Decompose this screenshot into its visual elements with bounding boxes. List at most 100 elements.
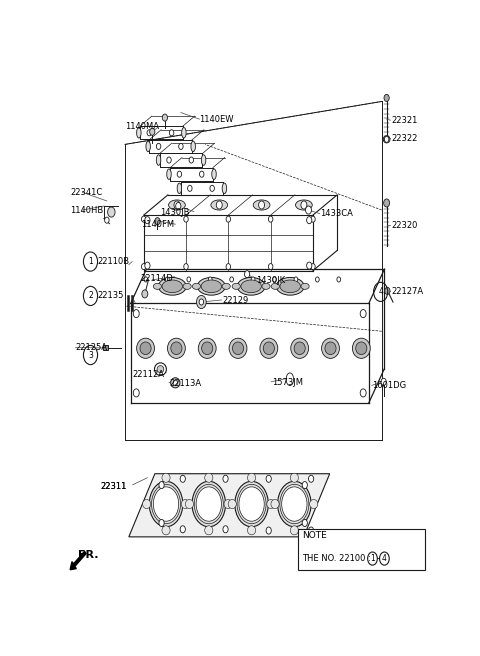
Text: 1140EW: 1140EW <box>200 115 234 123</box>
Circle shape <box>226 216 230 222</box>
Circle shape <box>196 295 206 308</box>
Text: THE NO. 22100 :: THE NO. 22100 : <box>302 554 373 563</box>
Ellipse shape <box>185 499 193 508</box>
Circle shape <box>384 136 389 142</box>
Text: 22311: 22311 <box>100 482 127 491</box>
Circle shape <box>337 277 341 282</box>
Ellipse shape <box>183 283 191 289</box>
Ellipse shape <box>168 338 185 358</box>
Text: 22129: 22129 <box>222 297 249 306</box>
Circle shape <box>259 201 264 209</box>
Ellipse shape <box>271 283 279 289</box>
Ellipse shape <box>248 473 256 482</box>
Circle shape <box>266 475 271 482</box>
Circle shape <box>133 310 139 318</box>
Circle shape <box>105 217 109 223</box>
Text: 1140MA: 1140MA <box>125 122 159 131</box>
Text: -: - <box>377 554 380 563</box>
Ellipse shape <box>239 487 264 522</box>
Ellipse shape <box>267 499 275 508</box>
Text: 22135: 22135 <box>97 291 123 300</box>
Text: 1140FM: 1140FM <box>141 220 174 229</box>
Ellipse shape <box>294 342 305 355</box>
Circle shape <box>381 379 386 385</box>
Ellipse shape <box>352 338 370 358</box>
Circle shape <box>187 277 191 282</box>
Ellipse shape <box>162 525 170 535</box>
Ellipse shape <box>290 525 299 535</box>
Ellipse shape <box>167 169 171 180</box>
Ellipse shape <box>202 342 213 355</box>
Ellipse shape <box>325 342 336 355</box>
Ellipse shape <box>228 499 236 508</box>
Circle shape <box>145 216 150 224</box>
Ellipse shape <box>204 473 213 482</box>
Text: 22125A: 22125A <box>76 343 108 352</box>
Ellipse shape <box>211 200 228 210</box>
Ellipse shape <box>212 169 216 180</box>
Ellipse shape <box>162 473 170 482</box>
Circle shape <box>230 277 233 282</box>
Ellipse shape <box>202 155 206 165</box>
Circle shape <box>184 264 188 270</box>
Ellipse shape <box>237 277 265 295</box>
Text: 22341C: 22341C <box>71 188 103 197</box>
Ellipse shape <box>296 200 312 210</box>
Ellipse shape <box>229 338 247 358</box>
Text: 1433CA: 1433CA <box>321 209 353 218</box>
Ellipse shape <box>162 280 182 293</box>
Ellipse shape <box>204 525 213 535</box>
Text: 1573JM: 1573JM <box>272 379 303 387</box>
Circle shape <box>179 144 183 150</box>
Text: 4: 4 <box>382 554 387 563</box>
Circle shape <box>307 262 312 269</box>
Circle shape <box>108 207 115 217</box>
Text: 22112A: 22112A <box>132 370 165 379</box>
Circle shape <box>176 203 181 209</box>
Circle shape <box>162 114 168 121</box>
Circle shape <box>142 216 146 222</box>
Circle shape <box>142 264 146 270</box>
Circle shape <box>189 157 193 163</box>
Ellipse shape <box>171 378 180 388</box>
Circle shape <box>210 185 215 192</box>
Circle shape <box>311 216 315 222</box>
Ellipse shape <box>181 127 186 138</box>
Ellipse shape <box>197 277 225 295</box>
Circle shape <box>145 262 150 269</box>
Ellipse shape <box>260 338 278 358</box>
Circle shape <box>208 277 212 282</box>
FancyBboxPatch shape <box>103 346 108 350</box>
Ellipse shape <box>286 373 294 386</box>
Circle shape <box>188 185 192 192</box>
Ellipse shape <box>158 277 186 295</box>
Text: 22110B: 22110B <box>97 257 129 266</box>
Circle shape <box>360 310 366 318</box>
Circle shape <box>159 482 164 489</box>
Circle shape <box>184 216 188 222</box>
Circle shape <box>180 525 185 533</box>
Circle shape <box>266 527 271 534</box>
Ellipse shape <box>291 338 309 358</box>
Circle shape <box>305 206 312 214</box>
Circle shape <box>133 389 139 397</box>
Text: FR.: FR. <box>78 550 98 560</box>
Circle shape <box>216 201 222 209</box>
Ellipse shape <box>173 380 178 385</box>
Circle shape <box>294 277 298 282</box>
Ellipse shape <box>271 499 279 508</box>
Circle shape <box>244 271 250 277</box>
Polygon shape <box>129 474 330 537</box>
Circle shape <box>384 199 390 207</box>
Circle shape <box>268 216 273 222</box>
Ellipse shape <box>137 338 155 358</box>
Ellipse shape <box>253 200 270 210</box>
Text: 3: 3 <box>88 350 93 359</box>
Circle shape <box>309 527 314 534</box>
Circle shape <box>273 277 276 282</box>
Circle shape <box>142 290 148 298</box>
Circle shape <box>156 144 161 150</box>
Circle shape <box>159 520 164 527</box>
Circle shape <box>301 201 307 209</box>
Circle shape <box>177 171 181 177</box>
